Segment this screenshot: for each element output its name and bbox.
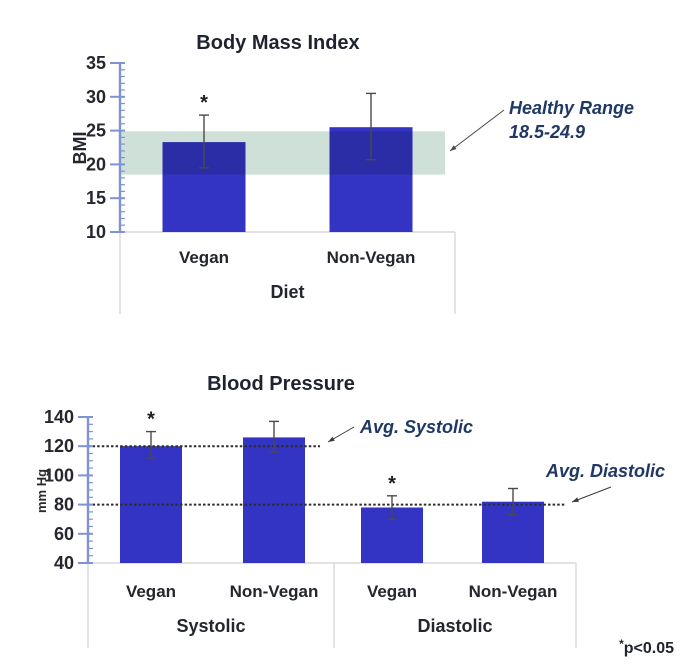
y-axis-title: mm Hg: [34, 469, 49, 513]
y-tick-label: 10: [86, 222, 106, 242]
y-tick-label: 15: [86, 188, 106, 208]
healthy-range-band: [120, 131, 445, 175]
category-label: Vegan: [367, 582, 417, 601]
significance-footnote: *p<0.05: [619, 637, 674, 658]
ref-avg-diastolic-arrowhead: [572, 497, 579, 502]
y-tick-label: 40: [54, 553, 74, 573]
asterisk-marker: *: [619, 637, 624, 651]
chart-title: Blood Pressure: [207, 373, 355, 395]
significance-marker: *: [147, 409, 155, 431]
y-tick-label: 35: [86, 53, 106, 73]
ref-avg-systolic-label: Avg. Systolic: [359, 417, 473, 437]
y-tick-label: 20: [86, 154, 106, 174]
healthy-range-label: Healthy Range: [509, 98, 634, 118]
footnote-text: p<0.05: [623, 640, 674, 657]
category-label: Non-Vegan: [230, 582, 319, 601]
healthy-range-values: 18.5-24.9: [509, 122, 585, 142]
y-tick-label: 120: [44, 436, 74, 456]
category-label: Vegan: [179, 248, 229, 267]
y-tick-label: 140: [44, 407, 74, 427]
y-tick-label: 80: [54, 495, 74, 515]
y-tick-label: 30: [86, 87, 106, 107]
y-axis-title: BMI: [70, 132, 90, 165]
group-label: Diastolic: [417, 616, 492, 636]
y-tick-label: 60: [54, 524, 74, 544]
significance-marker: *: [200, 92, 208, 114]
healthy-range-arrowhead: [450, 145, 457, 151]
category-label: Vegan: [126, 582, 176, 601]
group-label: Systolic: [176, 616, 245, 636]
category-label: Non-Vegan: [469, 582, 558, 601]
y-tick-label: 100: [44, 465, 74, 485]
healthy-range-leader-line: [449, 109, 505, 152]
ref-avg-diastolic-leader-line: [571, 486, 612, 503]
significance-marker: *: [388, 473, 396, 495]
ref-avg-diastolic-label: Avg. Diastolic: [545, 461, 665, 481]
bar-systolic-non-vegan: [243, 437, 305, 563]
blood-pressure-chart: Avg. Systolic Avg. Diastolic * * 40 60 80 100 12…: [34, 373, 665, 648]
chart-title: Body Mass Index: [196, 32, 359, 54]
bmi-chart: Healthy Range 18.5-24.9 * 10 15 20 25 30 35 Body …: [70, 32, 634, 314]
y-tick-label: 25: [86, 121, 106, 141]
ref-avg-systolic-arrowhead: [328, 436, 335, 442]
x-axis-title: Diet: [270, 282, 304, 302]
category-label: Non-Vegan: [327, 248, 416, 267]
